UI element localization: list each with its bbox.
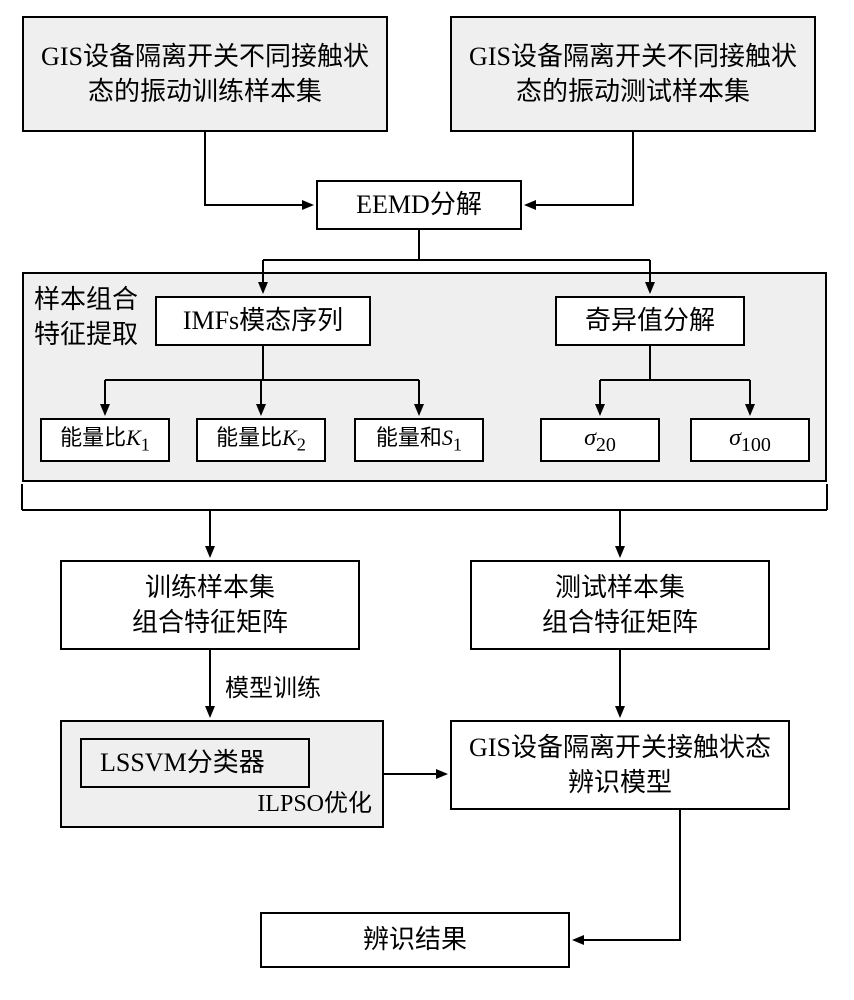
test-matrix-line1: 测试样本集 xyxy=(555,570,685,605)
box-gis-model: GIS设备隔离开关接触状态辨识模型 xyxy=(450,720,790,810)
label-model-train: 模型训练 xyxy=(225,668,321,703)
box-train-samples: GIS设备隔离开关不同接触状态的振动训练样本集 xyxy=(22,16,388,132)
box-train-matrix: 训练样本集 组合特征矩阵 xyxy=(60,560,360,650)
box-sigma100: σ100 xyxy=(690,418,810,462)
box-sigma20: σ20 xyxy=(540,418,660,462)
arrows-layer xyxy=(0,0,854,1000)
box-imfs: IMFs模态序列 xyxy=(155,296,371,346)
box-svd: 奇异值分解 xyxy=(555,296,745,346)
box-test-samples: GIS设备隔离开关不同接触状态的振动测试样本集 xyxy=(450,16,816,132)
box-result: 辨识结果 xyxy=(260,912,570,968)
box-eemd: EEMD分解 xyxy=(316,180,522,230)
test-matrix-line2: 组合特征矩阵 xyxy=(542,605,698,640)
text-sigma100: σ100 xyxy=(729,422,771,459)
text-s1: 能量和S1 xyxy=(376,423,462,457)
text-k2: 能量比K2 xyxy=(216,423,306,457)
box-s1: 能量和S1 xyxy=(354,418,484,462)
train-matrix-line1: 训练样本集 xyxy=(145,570,275,605)
text-k1: 能量比K1 xyxy=(60,423,150,457)
box-k2: 能量比K2 xyxy=(196,418,326,462)
box-lssvm: LSSVM分类器 xyxy=(80,738,310,788)
box-test-matrix: 测试样本集 组合特征矩阵 xyxy=(470,560,770,650)
text-sigma20: σ20 xyxy=(584,422,616,459)
label-feature-extract: 样本组合特征提取 xyxy=(34,282,154,352)
label-ilpso: ILPSO优化 xyxy=(257,788,372,820)
train-matrix-line2: 组合特征矩阵 xyxy=(132,605,288,640)
box-k1: 能量比K1 xyxy=(40,418,170,462)
